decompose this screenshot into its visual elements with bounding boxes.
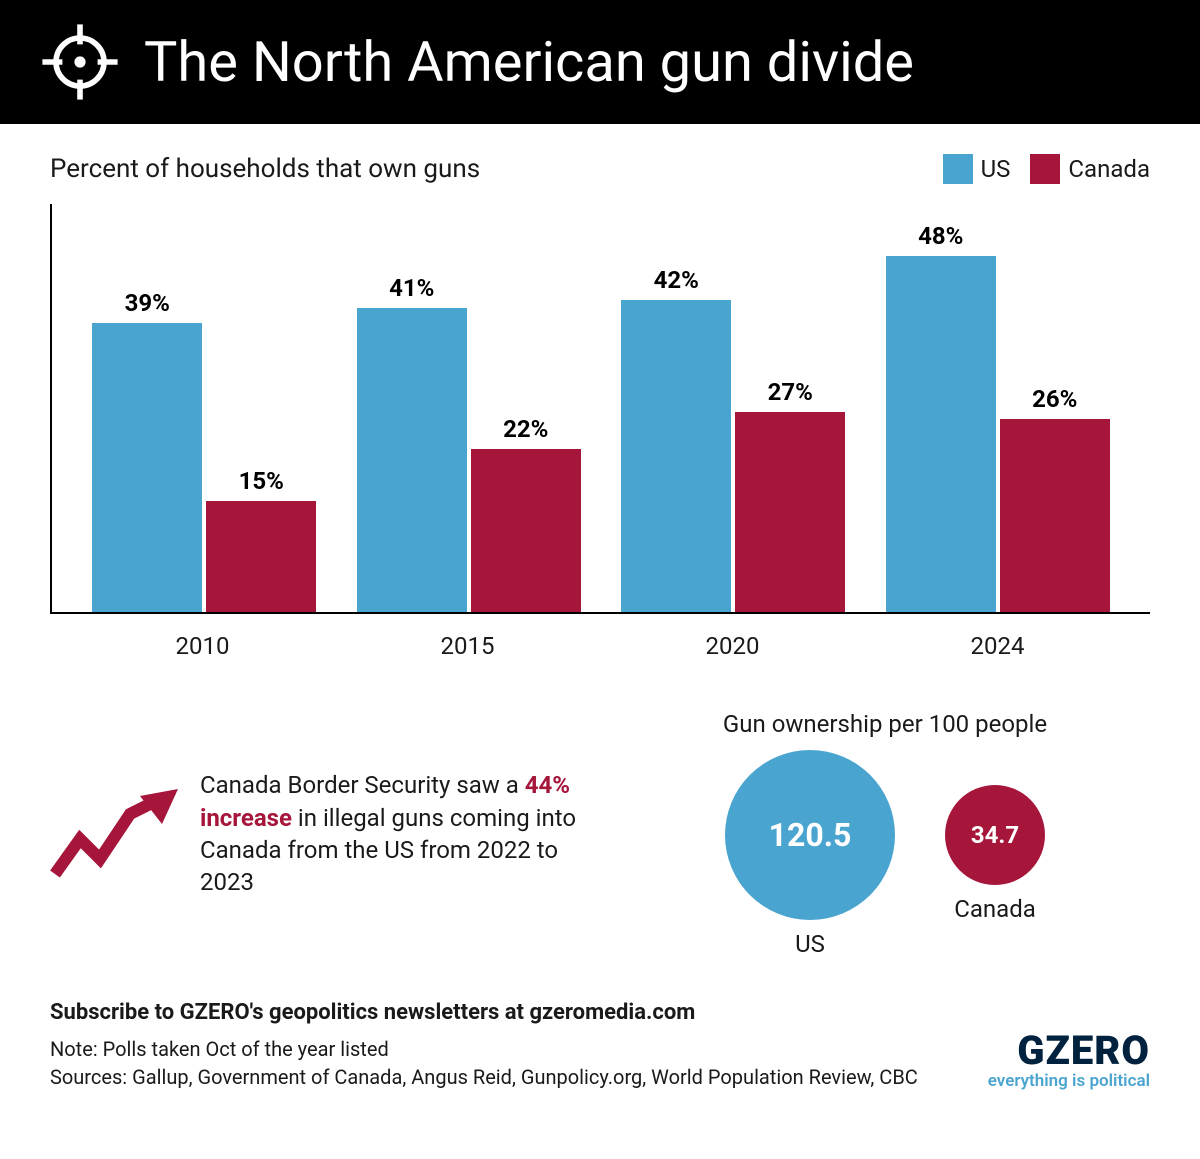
bar <box>735 412 845 612</box>
brand-logo: GZERO everything is political <box>988 1031 1150 1091</box>
callout-text: Canada Border Security saw a 44% increas… <box>200 769 580 899</box>
bar-wrap: 48% <box>886 204 996 612</box>
legend-item: US <box>943 154 1011 184</box>
bar-value-label: 39% <box>125 289 170 317</box>
logo-tagline: everything is political <box>988 1071 1150 1091</box>
footer-note: Note: Polls taken Oct of the year listed <box>50 1035 918 1063</box>
legend-item: Canada <box>1030 154 1150 184</box>
bar-chart: 39% 15% 41% 22% 42% 27% 48% 26% <box>50 204 1150 614</box>
circle-item: 34.7 Canada <box>945 785 1045 923</box>
bar <box>92 323 202 612</box>
trend-arrow-icon <box>50 784 180 884</box>
x-axis-labels: 2010201520202024 <box>50 624 1150 660</box>
bar-wrap: 41% <box>357 204 467 612</box>
crosshair-icon <box>40 22 120 102</box>
x-axis-label: 2015 <box>335 624 600 660</box>
circle-item: 120.5 US <box>725 750 895 958</box>
callout-pre: Canada Border Security saw a <box>200 771 525 799</box>
circles-section: Gun ownership per 100 people 120.5 US 34.7… <box>620 710 1150 958</box>
circle-label: US <box>795 930 825 958</box>
main-content: Percent of households that own guns US Ca… <box>0 124 1200 1111</box>
bar-wrap: 42% <box>621 204 731 612</box>
bar <box>886 256 996 612</box>
footer-text-block: Subscribe to GZERO's geopolitics newslet… <box>50 998 918 1091</box>
bar <box>1000 419 1110 612</box>
footer: Subscribe to GZERO's geopolitics newslet… <box>50 998 1150 1091</box>
legend-label: US <box>981 155 1011 183</box>
stat-circle: 34.7 <box>945 785 1045 885</box>
bar-value-label: 48% <box>918 222 963 250</box>
bar-value-label: 22% <box>503 415 548 443</box>
x-axis-label: 2024 <box>865 624 1130 660</box>
circle-label: Canada <box>954 895 1036 923</box>
bar-group: 41% 22% <box>337 204 602 612</box>
bar-value-label: 42% <box>654 266 699 294</box>
bar-value-label: 15% <box>239 467 284 495</box>
bar-group: 48% 26% <box>866 204 1131 612</box>
bar-group: 42% 27% <box>601 204 866 612</box>
stat-circle: 120.5 <box>725 750 895 920</box>
callout-block: Canada Border Security saw a 44% increas… <box>50 710 580 958</box>
bar-wrap: 15% <box>206 204 316 612</box>
bar-value-label: 27% <box>768 378 813 406</box>
lower-row: Canada Border Security saw a 44% increas… <box>50 710 1150 958</box>
x-axis-label: 2010 <box>70 624 335 660</box>
legend-swatch <box>943 154 973 184</box>
chart-subtitle: Percent of households that own guns <box>50 154 480 184</box>
header-bar: The North American gun divide <box>0 0 1200 124</box>
footer-sources: Sources: Gallup, Government of Canada, A… <box>50 1063 918 1091</box>
bar-group: 39% 15% <box>72 204 337 612</box>
circles-row: 120.5 US 34.7 Canada <box>620 750 1150 958</box>
bar-wrap: 27% <box>735 204 845 612</box>
page-title: The North American gun divide <box>144 29 914 95</box>
x-axis-label: 2020 <box>600 624 865 660</box>
bar <box>471 449 581 612</box>
bar-value-label: 41% <box>389 274 434 302</box>
bar <box>621 300 731 612</box>
chart-legend: US Canada <box>943 154 1150 184</box>
legend-label: Canada <box>1068 155 1150 183</box>
bar-wrap: 22% <box>471 204 581 612</box>
bar-wrap: 26% <box>1000 204 1110 612</box>
bar <box>357 308 467 612</box>
bar-wrap: 39% <box>92 204 202 612</box>
chart-header-row: Percent of households that own guns US Ca… <box>50 154 1150 184</box>
circles-title: Gun ownership per 100 people <box>620 710 1150 738</box>
bar-value-label: 26% <box>1032 385 1077 413</box>
logo-main: GZERO <box>988 1031 1150 1071</box>
legend-swatch <box>1030 154 1060 184</box>
footer-subscribe: Subscribe to GZERO's geopolitics newslet… <box>50 998 918 1029</box>
bar <box>206 501 316 612</box>
